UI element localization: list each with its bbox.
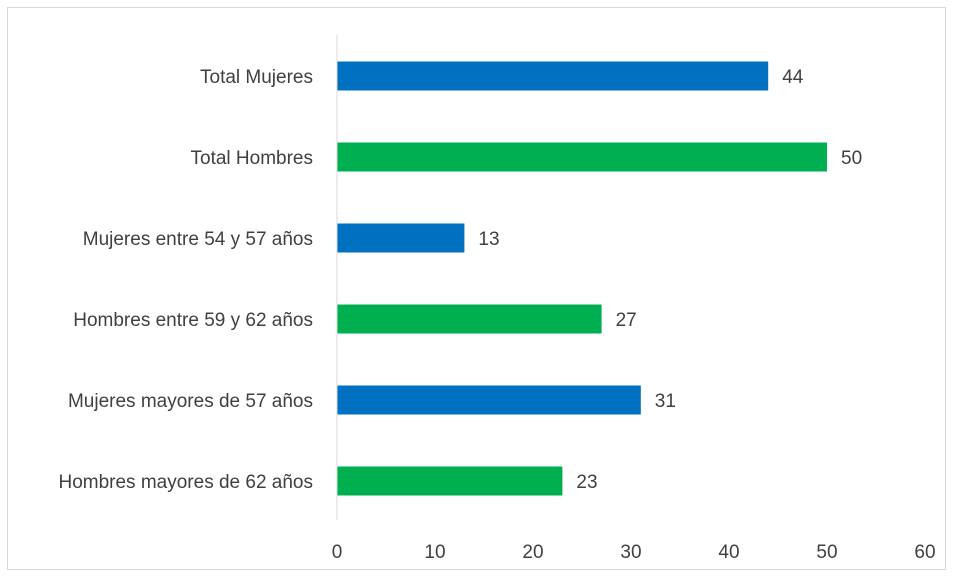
category-label-1: Total Mujeres <box>200 67 313 88</box>
data-label-5: 31 <box>655 391 676 412</box>
category-label-3: Mujeres entre 54 y 57 años <box>83 229 313 250</box>
x-tick-label-40: 40 <box>718 542 739 563</box>
x-tick-label-10: 10 <box>424 542 445 563</box>
data-label-1: 44 <box>782 67 804 88</box>
bar-2 <box>337 142 827 172</box>
x-tick-label-20: 20 <box>522 542 543 563</box>
bar-6 <box>337 466 563 496</box>
category-label-2: Total Hombres <box>191 148 314 169</box>
bar-3 <box>337 223 465 253</box>
x-tick-label-30: 30 <box>620 542 641 563</box>
bar-1 <box>337 61 769 91</box>
data-label-2: 50 <box>841 148 862 169</box>
data-label-3: 13 <box>478 229 499 250</box>
x-tick-label-0: 0 <box>332 542 343 563</box>
data-label-4: 27 <box>616 310 637 331</box>
category-label-4: Hombres entre 59 y 62 años <box>73 310 313 331</box>
data-label-6: 23 <box>576 472 597 493</box>
bar-5 <box>337 385 641 415</box>
bar-4 <box>337 304 602 334</box>
x-tick-label-50: 50 <box>816 542 837 563</box>
x-tick-label-60: 60 <box>914 542 935 563</box>
category-label-5: Mujeres mayores de 57 años <box>68 391 313 412</box>
category-label-6: Hombres mayores de 62 años <box>58 472 313 493</box>
